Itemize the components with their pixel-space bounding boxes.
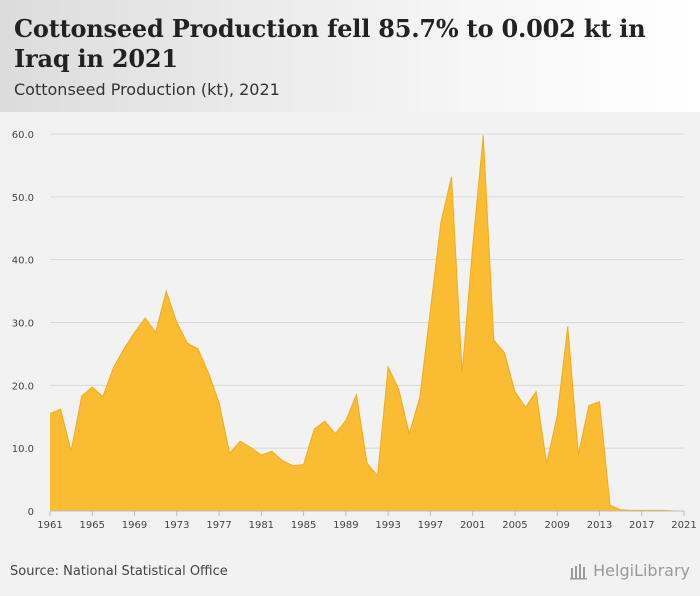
x-tick-label: 1977 [206, 520, 231, 531]
x-tick-label: 1961 [37, 520, 62, 531]
x-tick-label: 1985 [291, 520, 316, 531]
brand-logo: HelgiLibrary [569, 560, 690, 580]
chart-area: 0 10.0 20.0 30.0 40.0 50.0 60.0 1961 1965 1969 197… [0, 112, 700, 548]
y-tick-label: 10.0 [12, 444, 34, 455]
x-tick-label: 1997 [418, 520, 443, 531]
area-chart: 0 10.0 20.0 30.0 40.0 50.0 60.0 1961 1965 1969 197… [12, 130, 697, 531]
source-note: Source: National Statistical Office [10, 564, 228, 579]
brand-name: HelgiLibrary [593, 560, 690, 580]
x-tick-label: 1989 [333, 520, 358, 531]
y-tick-label: 50.0 [12, 193, 34, 204]
header-band: Cottonseed Production fell 85.7% to 0.00… [0, 0, 700, 112]
y-tick-label: 40.0 [12, 256, 34, 267]
y-tick-label: 30.0 [12, 319, 34, 330]
x-tick-label: 1969 [122, 520, 147, 531]
x-tick-label: 2021 [671, 520, 696, 531]
x-tick-label: 2017 [629, 520, 654, 531]
x-tick-label: 1973 [164, 520, 189, 531]
x-tick-label: 2013 [587, 520, 612, 531]
series-line [49, 135, 685, 512]
x-tick-label: 2001 [460, 520, 485, 531]
x-tick-label: 1981 [249, 520, 274, 531]
series-area [50, 135, 684, 512]
y-tick-label: 0 [28, 507, 34, 518]
y-tick-label: 20.0 [12, 381, 34, 392]
x-tick-label: 1993 [375, 520, 400, 531]
x-tick-label: 2009 [544, 520, 569, 531]
x-tick-label: 1965 [80, 520, 105, 531]
chart-subtitle: Cottonseed Production (kt), 2021 [14, 80, 280, 99]
x-tick-label: 2005 [502, 520, 527, 531]
y-tick-label: 60.0 [12, 130, 34, 141]
page-title: Cottonseed Production fell 85.7% to 0.00… [14, 14, 646, 73]
library-icon [570, 564, 588, 580]
footer: Source: National Statistical Office Helg… [0, 548, 700, 596]
